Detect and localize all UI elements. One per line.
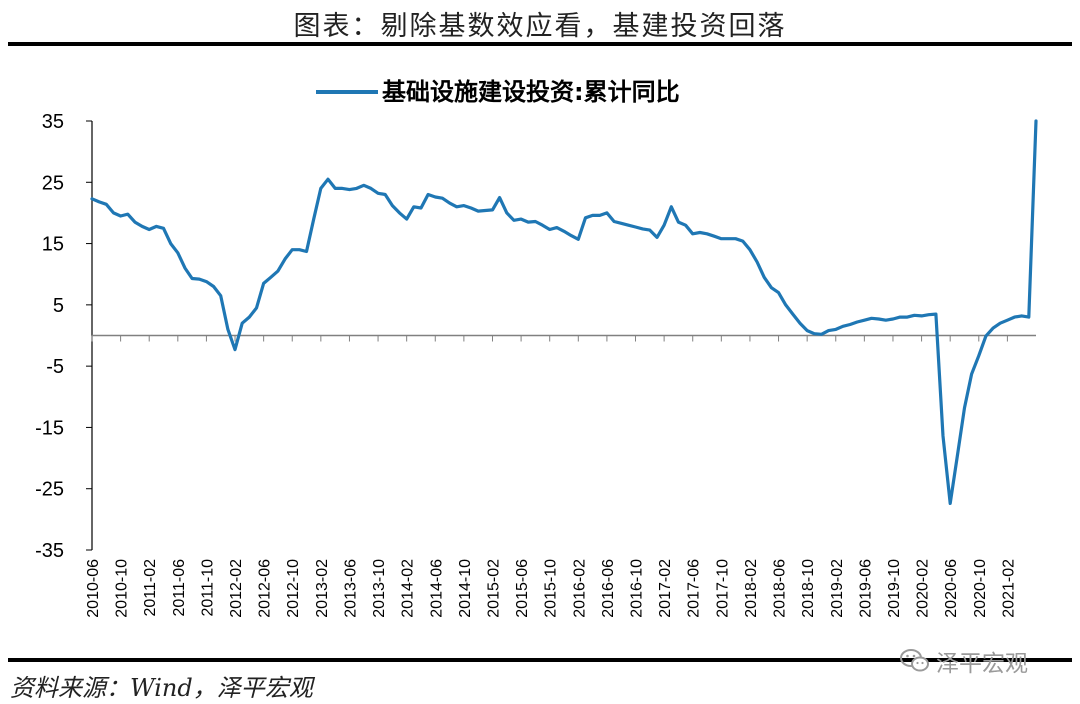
x-tick-label: 2018-02 <box>743 559 760 618</box>
x-tick-label: 2020-02 <box>915 559 932 618</box>
x-tick-label: 2017-10 <box>714 559 731 618</box>
x-tick-label: 2019-02 <box>829 559 846 618</box>
y-tick-label: 5 <box>53 295 64 317</box>
x-tick-label: 2011-10 <box>199 559 216 617</box>
x-tick-label: 2017-02 <box>657 559 674 618</box>
chart-legend: 基础设施建设投资:累计同比 <box>316 78 680 106</box>
y-tick-label: -35 <box>35 540 64 562</box>
x-tick-label: 2013-10 <box>371 559 388 618</box>
x-tick-label: 2019-06 <box>857 559 874 618</box>
x-tick-label: 2019-10 <box>886 559 903 618</box>
x-tick-label: 2014-10 <box>457 559 474 618</box>
y-tick-label: -25 <box>35 479 64 501</box>
x-tick-label: 2015-06 <box>514 559 531 618</box>
x-tick-label: 2016-06 <box>600 559 617 618</box>
watermark: 泽平宏观 <box>900 644 1028 678</box>
bottom-rule <box>8 658 1072 662</box>
y-tick-label: -15 <box>35 417 64 439</box>
y-tick-label: 15 <box>42 234 64 256</box>
x-tick-label: 2013-02 <box>314 559 331 618</box>
x-tick-label: 2011-06 <box>171 559 188 617</box>
x-tick-label: 2011-02 <box>142 559 159 617</box>
source-note: 资料来源：Wind，泽平宏观 <box>10 674 313 702</box>
x-tick-label: 2012-02 <box>228 559 245 618</box>
y-tick-label: -5 <box>46 356 64 378</box>
figure-caption: 图表：剔除基数效应看，基建投资回落 <box>293 11 787 42</box>
legend-label: 基础设施建设投资:累计同比 <box>382 78 680 106</box>
y-tick-label: 25 <box>42 172 64 194</box>
x-tick-label: 2016-10 <box>629 559 646 618</box>
x-tick-label: 2021-02 <box>1000 559 1017 618</box>
wechat-icon <box>900 649 929 672</box>
series-line <box>90 119 1038 505</box>
watermark-text: 泽平宏观 <box>936 651 1028 677</box>
x-tick-label: 2017-06 <box>686 559 703 618</box>
x-tick-label: 2012-06 <box>257 559 274 618</box>
x-tick-label: 2010-06 <box>85 559 102 618</box>
x-tick-label: 2015-02 <box>485 559 502 618</box>
x-tick-label: 2018-10 <box>800 559 817 618</box>
x-tick-label: 2014-02 <box>400 559 417 618</box>
x-tick-label: 2020-10 <box>972 559 989 618</box>
y-tick-label: 35 <box>42 111 64 133</box>
x-tick-label: 2016-02 <box>571 559 588 618</box>
x-tick-label: 2018-06 <box>772 559 789 618</box>
line-chart: 基础设施建设投资:累计同比 35 25 15 5 -5 -15 -25 -35 2010-06… <box>35 78 1038 618</box>
top-rule <box>8 42 1072 46</box>
x-tick-label: 2013-06 <box>342 559 359 618</box>
x-tick-label: 2014-06 <box>428 559 445 618</box>
x-tick-label: 2012-10 <box>285 559 302 618</box>
x-tick-label: 2020-06 <box>943 559 960 618</box>
x-tick-label: 2015-10 <box>543 559 560 618</box>
x-tick-label: 2010-10 <box>114 559 131 618</box>
